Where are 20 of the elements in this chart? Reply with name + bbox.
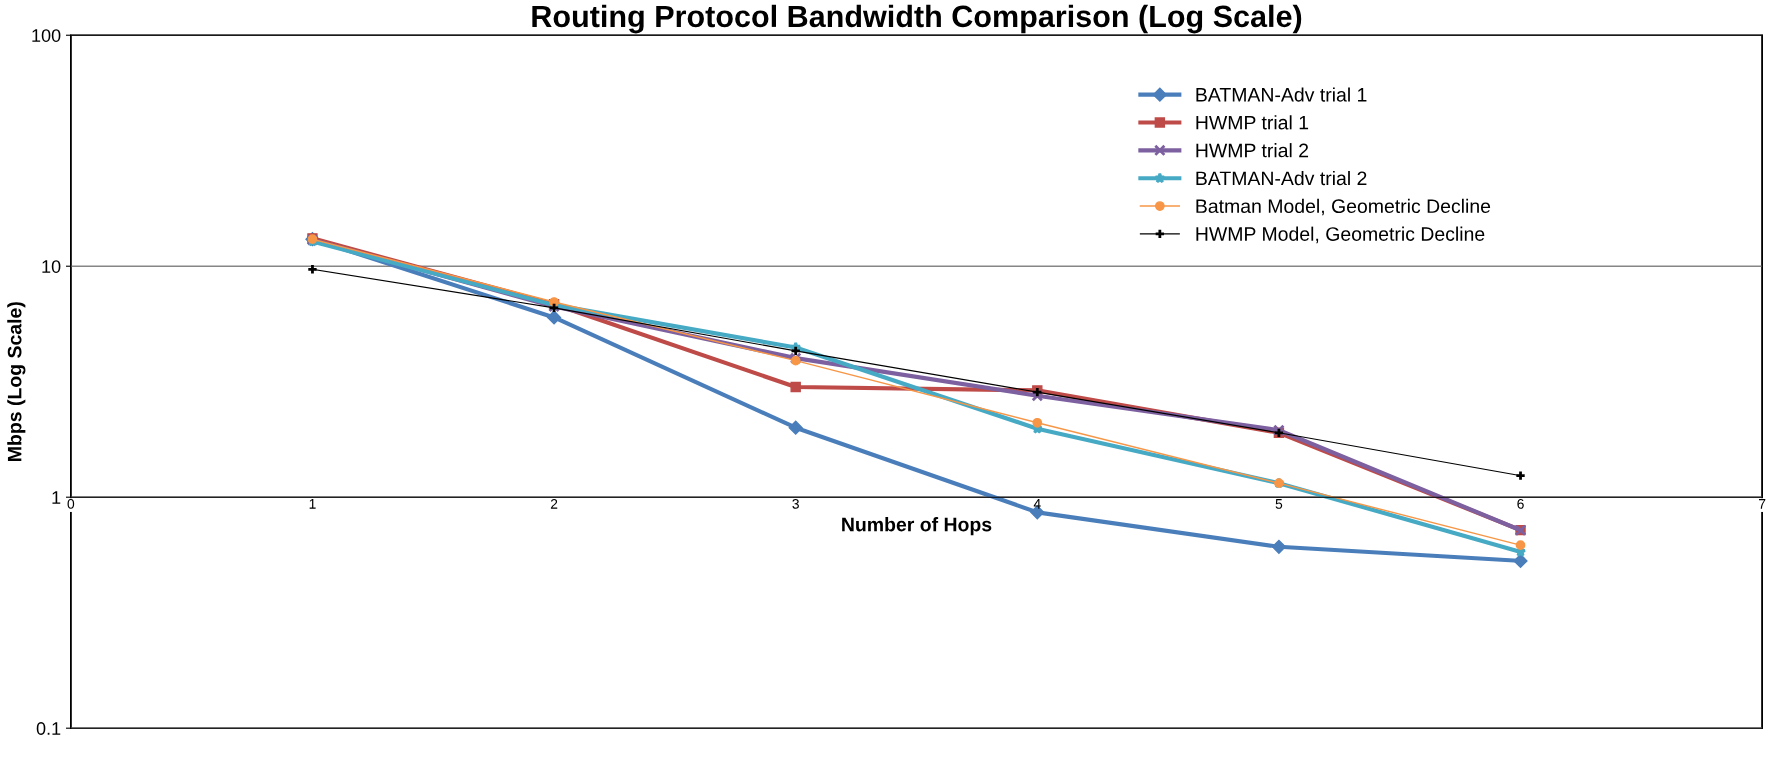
y-tick-label: 100: [32, 29, 61, 42]
y-tick-label: 10: [42, 260, 61, 273]
x-tick-label: 4: [1033, 499, 1041, 509]
x-tick-label: 2: [550, 498, 558, 509]
chart-title: Routing Protocol Bandwidth Comparison (Log Scale): [532, 4, 1302, 34]
x-tick-label: 3: [792, 498, 799, 509]
x-tick-label: 7: [1758, 499, 1766, 509]
legend-label: HWMP Model, Geometric Decline: [1196, 226, 1485, 244]
legend-label: HWMP trial 1: [1196, 115, 1309, 130]
x-tick-label: 1: [309, 499, 316, 509]
x-tick-label: 6: [1517, 498, 1524, 509]
x-axis-title: Number of Hops: [842, 517, 992, 536]
legend-label: BATMAN-Adv trial 1: [1196, 87, 1367, 102]
legend-label: BATMAN-Adv trial 2: [1196, 170, 1367, 186]
y-tick-label: 0.1: [36, 722, 61, 735]
x-tick-label: 5: [1275, 499, 1283, 509]
legend-label: Batman Model, Geometric Decline: [1196, 198, 1491, 216]
y-axis-title: Mbps (Log Scale): [7, 302, 26, 461]
legend-label: HWMP trial 2: [1196, 143, 1309, 158]
x-tick-label: 0: [67, 498, 75, 509]
